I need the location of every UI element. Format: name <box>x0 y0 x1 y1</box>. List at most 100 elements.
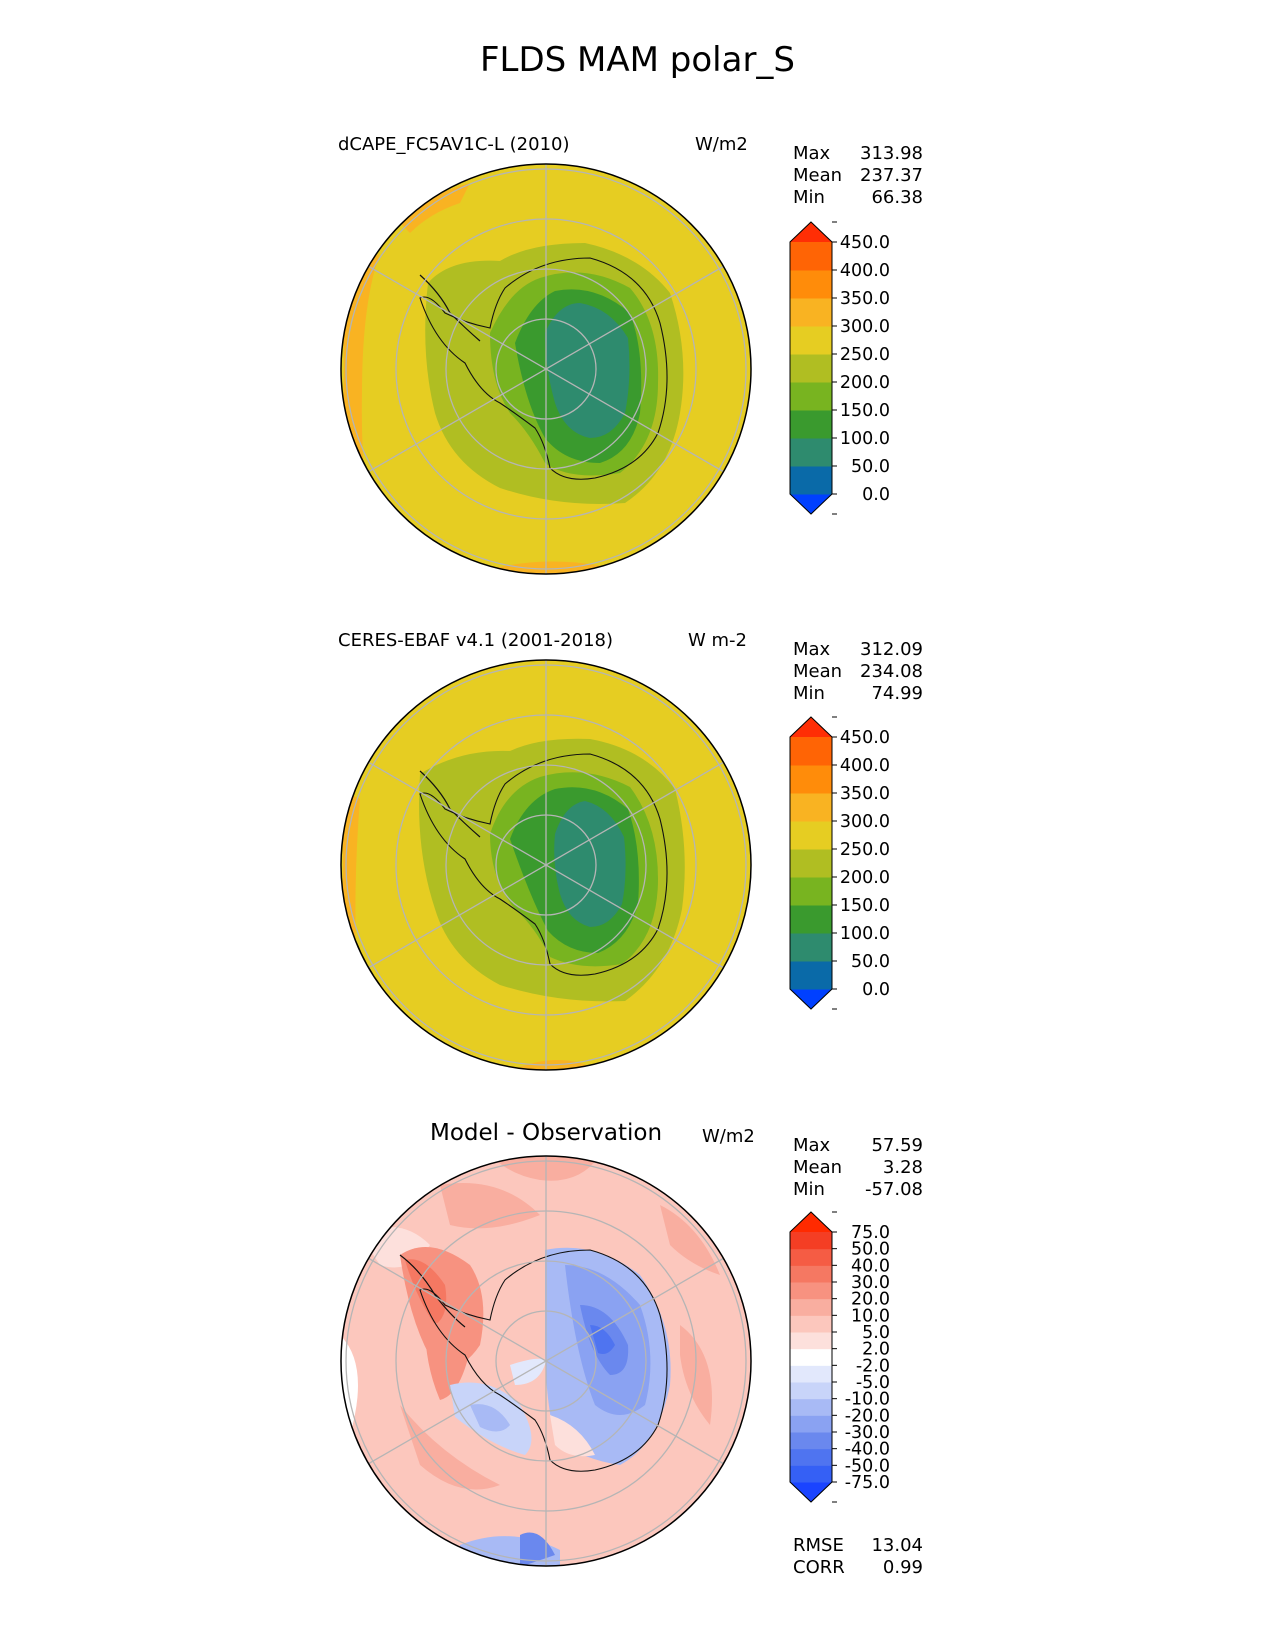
cbar-segment <box>790 466 832 495</box>
cbar-extend-min <box>790 494 832 514</box>
cbar-tick-label: 450.0 <box>840 728 890 748</box>
stat-min: Min 74.99 <box>793 683 923 704</box>
cbar-segment <box>790 1248 832 1266</box>
panel-3-metrics: RMSE 13.04 CORR 0.99 <box>793 1535 923 1579</box>
cbar-tick-label: 250.0 <box>840 840 890 860</box>
cbar-tick-label: 5.0 <box>862 1323 890 1343</box>
panel-3-stats: Max 57.59 Mean 3.28 Min -57.08 <box>793 1135 923 1201</box>
cbar-tick-label: 30.0 <box>851 1273 890 1293</box>
cbar-segment <box>790 1232 832 1250</box>
cbar-segment <box>790 438 832 467</box>
cbar-tick-label: 150.0 <box>840 401 890 421</box>
cbar-tick-label: -40.0 <box>845 1440 890 1460</box>
field-100 <box>554 801 626 927</box>
panel-2-units: W m-2 <box>688 630 748 651</box>
cbar-segment <box>790 1348 832 1366</box>
cbar-extend-min <box>790 1482 832 1502</box>
cbar-tick-label: 250.0 <box>840 345 890 365</box>
panel-3-title: Model - Observation <box>430 1120 663 1146</box>
cbar-segment <box>790 410 832 439</box>
cbar-segment <box>790 1398 832 1416</box>
panel-2-title: CERES-EBAF v4.1 (2001-2018) <box>338 630 614 651</box>
cbar-extend-max <box>790 717 832 737</box>
field-100 <box>545 303 630 438</box>
cbar-tick-label: 0.0 <box>862 980 890 1000</box>
cbar-extend-min <box>790 989 832 1009</box>
cbar-tick-label: -10.0 <box>845 1390 890 1410</box>
cbar-segment <box>790 326 832 355</box>
cbar-tick-label: -5.0 <box>856 1373 890 1393</box>
panel-3-colorbar: -75.0-50.0-40.0-30.0-20.0-10.0-5.0-2.02.… <box>789 1211 890 1503</box>
panel-1-colorbar: 0.0 50.0 100.0 150.0 200.0 250.0 300.0 350.0 400… <box>789 221 890 515</box>
cbar-segment <box>790 354 832 383</box>
cbar-tick-label: 450.0 <box>840 233 890 253</box>
stat-min: Min -57.08 <box>793 1179 923 1200</box>
stat-min: Min 66.38 <box>793 187 923 208</box>
panel-1-units: W/m2 <box>695 134 748 155</box>
cbar-segment <box>790 242 832 271</box>
cbar-segment <box>790 1465 832 1483</box>
cbar-segment <box>790 877 832 906</box>
cbar-tick-label: 100.0 <box>840 924 890 944</box>
cbar-segment <box>790 1315 832 1333</box>
cbar-tick-label: 40.0 <box>851 1256 890 1276</box>
cbar-tick-label: -30.0 <box>845 1423 890 1443</box>
cbar-tick-label: 100.0 <box>840 429 890 449</box>
cbar-segment <box>790 1282 832 1300</box>
cbar-segment <box>790 270 832 299</box>
cbar-segment <box>790 1432 832 1450</box>
cbar-tick-label: 10.0 <box>851 1306 890 1326</box>
cbar-tick-label: 50.0 <box>851 952 890 972</box>
cbar-segment <box>790 1265 832 1283</box>
peninsula-coast <box>399 1254 466 1328</box>
cbar-tick-label: 150.0 <box>840 896 890 916</box>
panel-3-units: W/m2 <box>702 1126 755 1147</box>
cbar-tick-label: 300.0 <box>840 812 890 832</box>
cbar-segment <box>790 382 832 411</box>
cbar-extend-max <box>790 1212 832 1232</box>
cbar-tick-label: 300.0 <box>840 317 890 337</box>
cbar-segment <box>790 1448 832 1466</box>
cbar-tick-label: 50.0 <box>851 1240 890 1260</box>
cbar-segment <box>790 849 832 878</box>
stat-max: Max 312.09 <box>793 639 923 660</box>
cbar-tick-label: 400.0 <box>840 261 890 281</box>
cbar-segment <box>790 737 832 766</box>
cbar-segment <box>790 1415 832 1433</box>
cbar-segment <box>790 298 832 327</box>
cbar-segment <box>790 1298 832 1316</box>
panel-1-title: dCAPE_FC5AV1C-L (2010) <box>338 134 570 155</box>
cbar-tick-label: 200.0 <box>840 373 890 393</box>
cbar-tick-label: 2.0 <box>862 1340 890 1360</box>
metric-rmse: RMSE 13.04 <box>793 1535 923 1556</box>
cbar-segment <box>790 765 832 794</box>
cbar-extend-max <box>790 222 832 242</box>
cbar-tick-label: 350.0 <box>840 289 890 309</box>
cbar-segment <box>790 793 832 822</box>
cbar-tick-label: -75.0 <box>845 1473 890 1493</box>
cbar-segment <box>790 905 832 934</box>
cbar-tick-label: -50.0 <box>845 1456 890 1476</box>
cbar-tick-label: 20.0 <box>851 1290 890 1310</box>
figure-title: FLDS MAM polar_S <box>479 40 796 80</box>
metric-corr: CORR 0.99 <box>793 1557 923 1578</box>
panel-1-stats: Max 313.98 Mean 237.37 Min 66.38 <box>793 143 923 209</box>
cbar-tick-label: 350.0 <box>840 784 890 804</box>
panel-3-map <box>340 1155 752 1567</box>
cbar-segment <box>790 821 832 850</box>
stat-mean: Mean 3.28 <box>793 1157 923 1178</box>
cbar-tick-label: 0.0 <box>862 485 890 505</box>
cbar-segment <box>790 1382 832 1400</box>
stat-max: Max 57.59 <box>793 1135 923 1156</box>
panel-1-map <box>340 163 752 575</box>
cbar-tick-label: 400.0 <box>840 756 890 776</box>
cbar-tick-label: -2.0 <box>856 1356 890 1376</box>
stat-mean: Mean 234.08 <box>793 661 923 682</box>
cbar-segment <box>790 933 832 962</box>
stat-mean: Mean 237.37 <box>793 165 923 186</box>
panel-2-stats: Max 312.09 Mean 234.08 Min 74.99 <box>793 639 923 705</box>
field-warm-nw <box>400 183 470 233</box>
panel-2-map <box>340 659 752 1071</box>
cbar-tick-label: 50.0 <box>851 457 890 477</box>
panel-2-colorbar: 0.0 50.0 100.0 150.0 200.0 250.0 300.0 350.0 400… <box>789 716 890 1010</box>
